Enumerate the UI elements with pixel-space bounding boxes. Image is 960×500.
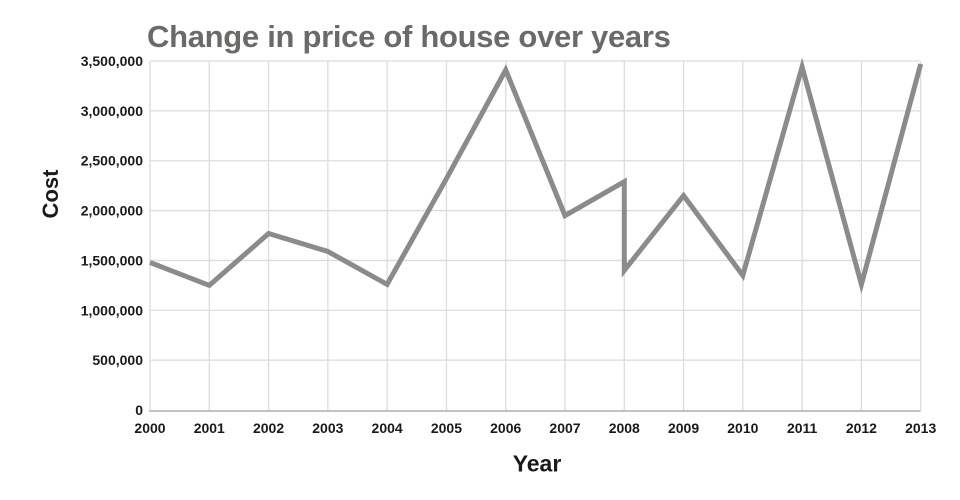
y-tick-label: 500,000 bbox=[92, 352, 143, 368]
x-tick-label: 2007 bbox=[549, 420, 580, 436]
x-tick-label: 2011 bbox=[787, 420, 818, 436]
x-tick-label: 2005 bbox=[431, 420, 462, 436]
y-tick-label: 2,500,000 bbox=[81, 153, 143, 169]
x-tick-label: 2009 bbox=[668, 420, 699, 436]
x-tick-label: 2002 bbox=[253, 420, 284, 436]
y-tick-label: 1,500,000 bbox=[81, 252, 143, 268]
x-axis-title: Year bbox=[512, 450, 562, 477]
x-tick-label: 2001 bbox=[194, 420, 225, 436]
x-tick-label: 2003 bbox=[312, 420, 343, 436]
x-tick-label: 2006 bbox=[490, 420, 521, 436]
x-tick-label: 2008 bbox=[609, 420, 640, 436]
price-line-series bbox=[149, 57, 924, 294]
y-tick-label: 1,000,000 bbox=[81, 302, 143, 318]
y-tick-label: 0 bbox=[135, 402, 143, 418]
y-tick-label: 3,500,000 bbox=[81, 53, 143, 69]
x-tick-label: 2004 bbox=[372, 420, 403, 436]
x-tick-label: 2012 bbox=[846, 420, 877, 436]
chart-title: Change in price of house over years bbox=[147, 19, 671, 54]
y-axis-title: Cost bbox=[38, 169, 63, 219]
y-tick-label: 2,000,000 bbox=[81, 203, 143, 219]
y-tick-label: 3,000,000 bbox=[81, 103, 143, 119]
x-tick-label: 2013 bbox=[905, 420, 936, 436]
x-tick-label: 2010 bbox=[727, 420, 758, 436]
x-tick-label: 2000 bbox=[134, 420, 165, 436]
